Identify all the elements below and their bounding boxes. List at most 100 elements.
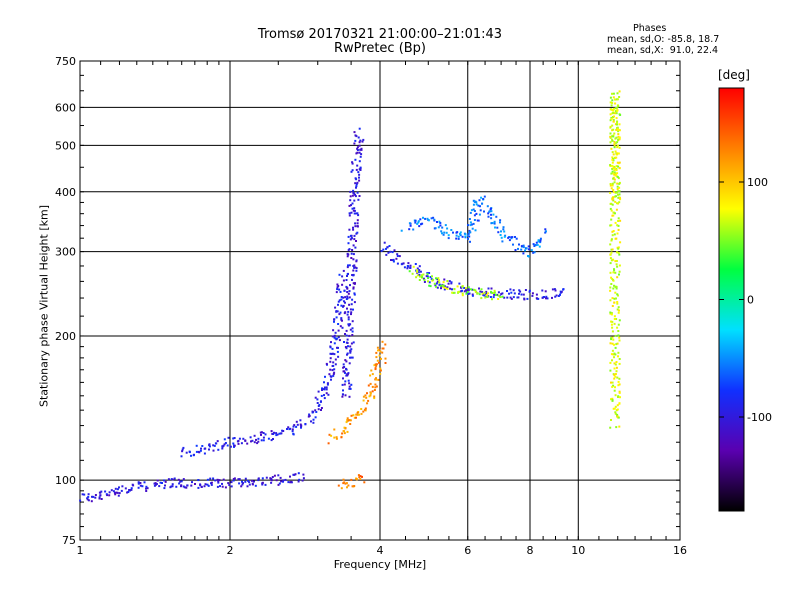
data-point	[417, 221, 420, 224]
data-point	[197, 479, 200, 482]
data-point	[336, 286, 339, 289]
data-point	[170, 485, 173, 488]
data-point	[617, 323, 620, 326]
data-point	[316, 398, 319, 401]
data-point	[206, 478, 209, 481]
data-point	[346, 307, 348, 310]
y-tick-label: 500	[55, 139, 76, 152]
data-point	[377, 378, 380, 381]
data-point	[414, 221, 417, 224]
data-point	[222, 444, 225, 447]
data-point	[348, 395, 351, 398]
data-point	[612, 172, 615, 175]
data-point	[350, 311, 353, 314]
data-point	[355, 186, 357, 189]
data-point	[224, 486, 227, 489]
data-point	[352, 286, 355, 289]
data-point	[610, 323, 613, 326]
data-point	[335, 437, 338, 440]
data-point	[351, 330, 354, 333]
data-point	[611, 182, 614, 185]
data-point	[616, 185, 619, 188]
data-point	[358, 476, 361, 479]
data-point	[609, 126, 612, 129]
data-point	[478, 293, 481, 296]
data-point	[510, 297, 513, 300]
data-point	[346, 295, 349, 298]
data-point	[347, 264, 349, 267]
data-point	[353, 212, 356, 215]
data-point	[344, 482, 347, 485]
data-point	[506, 296, 509, 299]
data-point	[493, 289, 496, 292]
data-point	[132, 484, 135, 487]
data-point	[347, 323, 350, 326]
data-point	[431, 275, 433, 278]
data-point	[455, 234, 458, 237]
data-point	[610, 202, 613, 205]
data-point	[330, 353, 333, 355]
data-point	[559, 290, 562, 293]
data-point	[349, 419, 352, 422]
data-point	[490, 290, 493, 293]
data-point	[430, 278, 433, 281]
data-point	[615, 173, 617, 175]
data-point	[614, 291, 617, 294]
data-point	[337, 323, 340, 325]
data-point	[441, 226, 444, 229]
data-point	[374, 363, 377, 366]
data-point	[369, 392, 372, 395]
data-point	[327, 393, 330, 396]
data-point	[222, 478, 225, 481]
data-point	[617, 228, 620, 231]
data-point	[613, 140, 616, 143]
data-point	[618, 358, 621, 360]
data-point	[616, 172, 619, 175]
data-point	[491, 298, 493, 301]
data-point	[108, 494, 111, 497]
data-point	[156, 479, 159, 482]
data-point	[613, 297, 616, 300]
data-point	[616, 120, 619, 123]
data-point	[365, 396, 368, 399]
data-point	[611, 359, 613, 362]
data-point	[618, 138, 621, 141]
data-point	[347, 235, 350, 238]
data-point	[204, 483, 207, 486]
data-point	[351, 194, 354, 197]
data-point	[356, 222, 359, 225]
data-point	[352, 273, 355, 276]
data-point	[440, 287, 442, 290]
data-point	[137, 486, 140, 489]
data-point	[611, 184, 614, 187]
data-point	[537, 239, 540, 242]
data-point	[613, 146, 616, 149]
data-point	[612, 167, 615, 169]
data-point	[616, 413, 619, 416]
data-point	[554, 289, 557, 292]
data-point	[188, 451, 191, 454]
data-point	[612, 211, 615, 214]
data-point	[615, 112, 618, 115]
data-point	[614, 200, 617, 203]
data-point	[356, 219, 359, 222]
data-point	[420, 223, 422, 226]
data-point	[335, 436, 338, 439]
data-point	[181, 448, 184, 451]
data-point	[497, 291, 500, 294]
data-point	[613, 356, 615, 359]
data-point	[616, 376, 619, 379]
data-point	[418, 273, 421, 276]
data-point	[609, 426, 612, 429]
data-point	[445, 231, 448, 234]
data-point	[471, 227, 474, 230]
data-point	[356, 164, 359, 167]
data-point	[345, 421, 348, 424]
data-point	[378, 354, 381, 357]
data-point	[343, 432, 346, 435]
data-point	[333, 320, 335, 323]
data-point	[459, 231, 462, 234]
data-point	[503, 235, 506, 238]
data-point	[617, 351, 620, 354]
data-point	[618, 319, 621, 322]
